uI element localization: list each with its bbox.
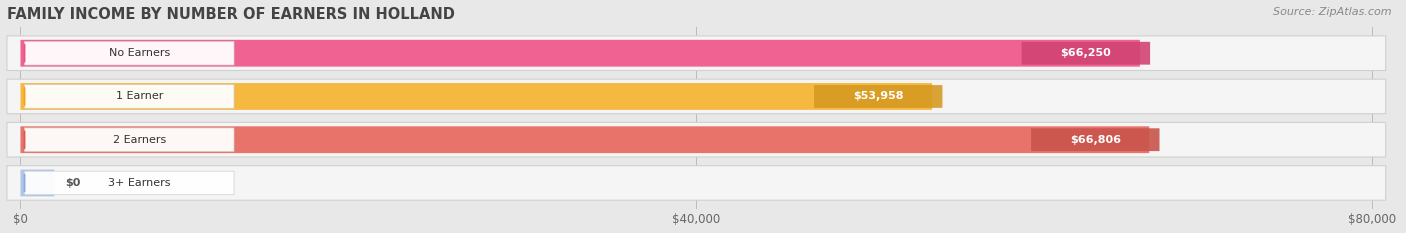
FancyBboxPatch shape bbox=[24, 128, 233, 151]
FancyBboxPatch shape bbox=[24, 41, 233, 65]
FancyBboxPatch shape bbox=[21, 126, 1149, 153]
Text: Source: ZipAtlas.com: Source: ZipAtlas.com bbox=[1274, 7, 1392, 17]
Text: $0: $0 bbox=[65, 178, 80, 188]
Text: $66,806: $66,806 bbox=[1070, 135, 1121, 145]
FancyBboxPatch shape bbox=[21, 40, 1140, 67]
FancyBboxPatch shape bbox=[21, 83, 932, 110]
FancyBboxPatch shape bbox=[7, 79, 1386, 114]
FancyBboxPatch shape bbox=[814, 85, 942, 108]
FancyBboxPatch shape bbox=[1031, 128, 1160, 151]
FancyBboxPatch shape bbox=[7, 122, 1386, 157]
Text: No Earners: No Earners bbox=[110, 48, 170, 58]
FancyBboxPatch shape bbox=[1022, 42, 1150, 65]
Text: $66,250: $66,250 bbox=[1060, 48, 1111, 58]
Text: 3+ Earners: 3+ Earners bbox=[108, 178, 172, 188]
Text: 1 Earner: 1 Earner bbox=[117, 92, 163, 101]
FancyBboxPatch shape bbox=[7, 36, 1386, 71]
FancyBboxPatch shape bbox=[21, 170, 55, 196]
FancyBboxPatch shape bbox=[24, 171, 233, 195]
FancyBboxPatch shape bbox=[7, 166, 1386, 200]
Text: 2 Earners: 2 Earners bbox=[112, 135, 166, 145]
Text: $53,958: $53,958 bbox=[853, 92, 904, 101]
FancyBboxPatch shape bbox=[24, 85, 233, 108]
Text: FAMILY INCOME BY NUMBER OF EARNERS IN HOLLAND: FAMILY INCOME BY NUMBER OF EARNERS IN HO… bbox=[7, 7, 454, 22]
